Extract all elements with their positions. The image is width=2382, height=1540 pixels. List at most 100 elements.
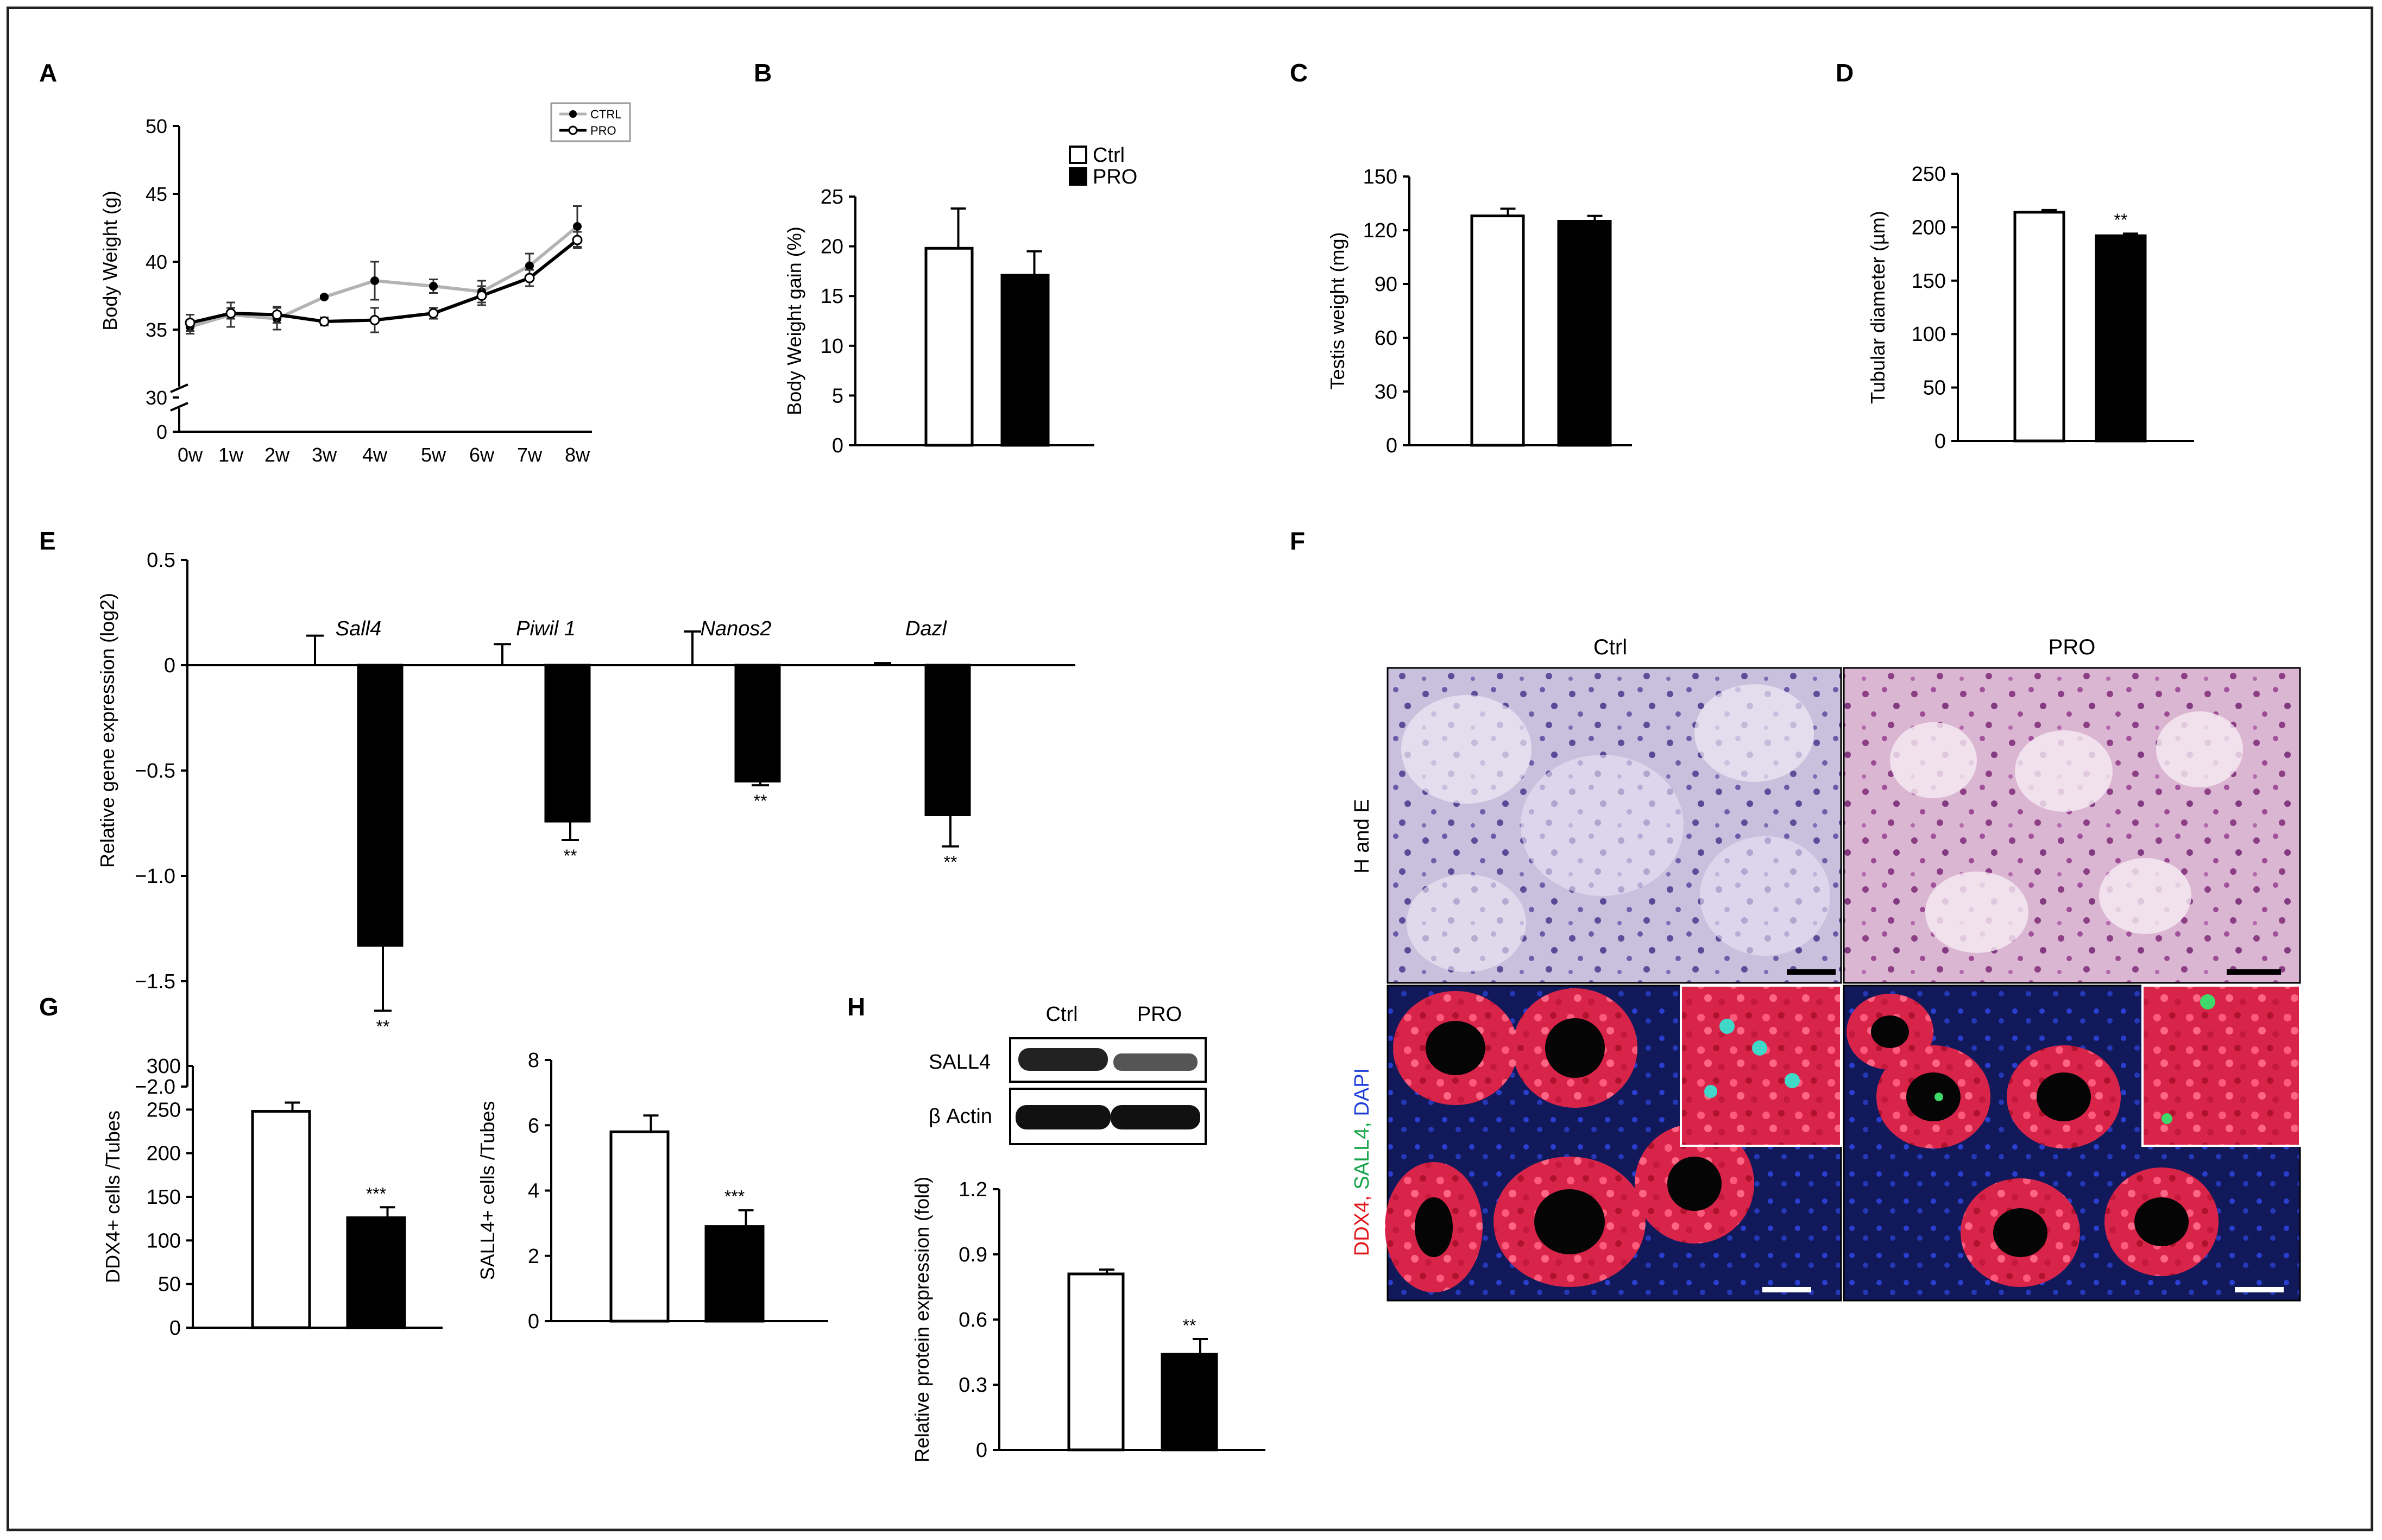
chart-g1-y-tick-label: 0 (169, 1317, 181, 1340)
chart-g1-y-tick-label: 300 (147, 1055, 181, 1078)
chart-c-y-tick-label: 60 (1375, 327, 1397, 350)
chart-a-x-tick-label: 2w (264, 444, 290, 466)
chart-h-y-tick-label: 0.6 (959, 1309, 987, 1331)
bar-ctrl (1470, 214, 1525, 447)
chart-c-y-label: Testis weight (mg) (1326, 232, 1348, 389)
chart-g1-y-tick-label: 100 (147, 1229, 181, 1252)
gene-label-dazl: Dazl (905, 617, 948, 640)
chart-b-y-tick-label: 10 (821, 335, 843, 358)
panel-letter-f: F (1290, 527, 1305, 555)
significance-mark: ** (1183, 1316, 1196, 1335)
chart-e-gene-expression: −2.0 −1.5 −1.0 −0.5 0 0.5 Relative gene expres… (96, 549, 1075, 1099)
panel-letter-e: E (39, 527, 56, 555)
figure-frame (7, 7, 2373, 1531)
legend-b: Ctrl PRO (1069, 144, 1137, 188)
bar-pro (346, 1216, 406, 1329)
chart-c-testis-weight: 0 30 60 90 120 150 Testis weight (mg) (1326, 166, 1632, 457)
chart-c-y-tick-label: 120 (1363, 219, 1397, 242)
chart-e-y-tick-label: −1.5 (135, 970, 175, 993)
chart-b-y-tick-label: 20 (821, 236, 843, 258)
chart-a-x-tick-label: 4w (362, 444, 388, 466)
chart-g2-y-tick-label: 8 (528, 1049, 539, 1072)
data-point-pro (272, 310, 282, 320)
significance-mark: ** (754, 791, 767, 811)
data-point-pro (476, 291, 487, 301)
chart-h-y-tick-label: 0.3 (959, 1374, 987, 1397)
he-image-pro (1843, 667, 2301, 984)
chart-g1-y-tick-label: 200 (147, 1143, 181, 1165)
panel-letter-h: H (847, 993, 865, 1021)
data-point-pro (319, 316, 330, 327)
chart-a-axis-break (170, 402, 188, 412)
chart-e-y-tick-label: 0.5 (147, 549, 175, 572)
bar-pro (1557, 220, 1612, 447)
data-point-ctrl (525, 261, 534, 270)
chart-h-protein-expression: 0 0.3 0.6 0.9 1.2 Relative protein expression… (911, 1177, 1265, 1462)
bar-pro-sall4 (357, 664, 404, 947)
series-line-ctrl (190, 225, 578, 329)
significance-mark: ** (2114, 210, 2128, 230)
bar-ctrl (609, 1130, 670, 1323)
micro-label-sall4: SALL4, (1351, 1122, 1373, 1195)
chart-a-y-tick-label: 30 (146, 387, 167, 409)
gene-label-sall4: Sall4 (336, 617, 382, 640)
chart-d-y-tick-label: 100 (1912, 323, 1946, 346)
chart-e-y-tick-label: −1.0 (135, 865, 175, 888)
if-image-pro (1843, 984, 2301, 1302)
chart-c-y-tick-label: 90 (1375, 273, 1397, 296)
micro-label-ddx4: DDX4, (1351, 1195, 1373, 1256)
data-point-pro (524, 273, 535, 283)
significance-mark: ** (944, 853, 957, 872)
micro-row-if: DDX4, SALL4, DAPI (1351, 1068, 1373, 1256)
chart-d-y-tick-label: 250 (1912, 163, 1946, 186)
micro-row-he: H and E (1351, 799, 1373, 873)
micro-col-pro: PRO (2049, 635, 2096, 659)
western-blot-h: Ctrl PRO SALL4 β Actin (929, 1003, 1207, 1145)
chart-g1-y-tick-label: 150 (147, 1186, 181, 1209)
data-point-ctrl (429, 282, 438, 291)
chart-g2-y-tick-label: 4 (528, 1180, 539, 1203)
bar-pro-nanos2 (734, 664, 781, 782)
chart-e-y-tick-label: 0 (164, 654, 175, 677)
data-point-pro (185, 318, 196, 328)
chart-a-x-tick-label: 0w (178, 444, 203, 466)
chart-h-y-tick-label: 1.2 (959, 1178, 987, 1201)
chart-g-sall4-cells: 0 2 4 6 8 SALL4+ cells /Tubes *** (476, 1049, 828, 1333)
micro-label-dapi: DAPI (1351, 1068, 1373, 1122)
chart-e-y-tick-label: −0.5 (135, 760, 175, 782)
panel-letter-b: B (754, 59, 772, 87)
chart-d-y-tick-label: 0 (1934, 430, 1946, 453)
chart-d-y-tick-label: 150 (1912, 270, 1946, 293)
chart-g2-y-tick-label: 6 (528, 1114, 539, 1137)
chart-g1-y-tick-label: 50 (158, 1273, 181, 1296)
chart-a-x-tick-label: 1w (218, 444, 244, 466)
chart-a-y-label: Body Weight (g) (99, 191, 121, 330)
chart-b-y-tick-label: 25 (821, 186, 843, 209)
chart-h-y-tick-label: 0.9 (959, 1244, 987, 1266)
chart-c-y-tick-label: 150 (1363, 166, 1397, 188)
micro-col-ctrl: Ctrl (1593, 635, 1627, 659)
chart-b-y-tick-label: 15 (821, 285, 843, 308)
chart-e-y-tick-label: −2.0 (135, 1076, 175, 1099)
significance-mark: *** (366, 1184, 386, 1203)
legend-b-pro: PRO (1093, 166, 1137, 188)
bar-pro (704, 1225, 765, 1323)
bar-pro (2095, 234, 2147, 443)
significance-mark: ** (376, 1017, 390, 1036)
wb-lane-pro: PRO (1137, 1003, 1182, 1026)
chart-d-tubular-diameter: 0 50 100 150 200 250 Tubular diameter (µm) ** (1867, 163, 2194, 453)
data-point-pro (428, 308, 439, 319)
chart-e-y-label: Relative gene expression (log2) (96, 593, 118, 868)
chart-c-y-tick-label: 0 (1386, 434, 1397, 457)
chart-a-x-tick-label: 6w (469, 444, 495, 466)
chart-c-y-tick-label: 30 (1375, 381, 1397, 403)
chart-a-x-tick-label: 5w (421, 444, 446, 466)
chart-a-y-tick-label: 50 (146, 115, 167, 137)
chart-b-y-tick-label: 5 (832, 384, 843, 407)
if-image-ctrl (1385, 984, 1842, 1302)
chart-a-x-tick-label: 3w (312, 444, 337, 466)
chart-a-x-tick-label: 7w (517, 444, 543, 466)
wb-lane-ctrl: Ctrl (1045, 1003, 1077, 1026)
chart-b-y-label: Body Weight gain (%) (783, 226, 805, 415)
significance-mark: *** (724, 1187, 745, 1207)
